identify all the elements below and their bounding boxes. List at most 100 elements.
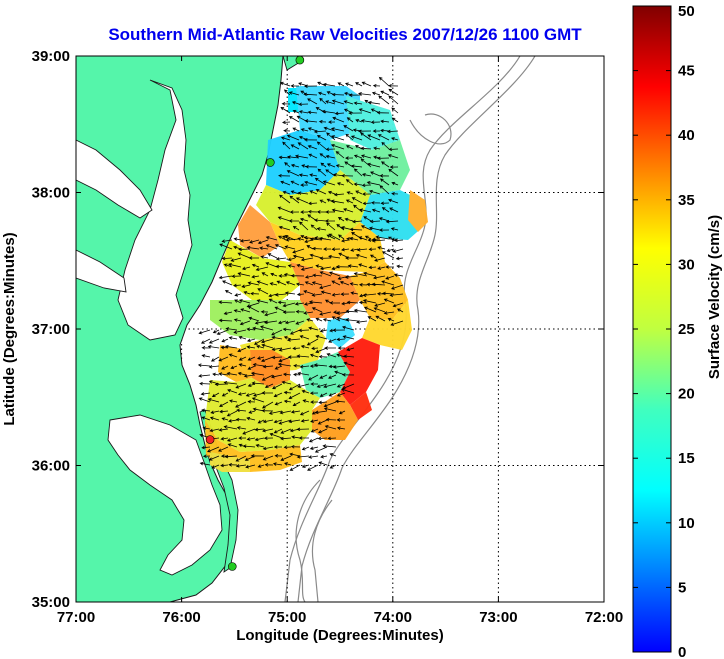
velocity-arrow (282, 310, 296, 314)
map-title: Southern Mid-Atlantic Raw Velocities 200… (108, 25, 582, 44)
velocity-arrow (238, 436, 247, 440)
velocity-arrow (238, 363, 247, 367)
velocity-arrow (367, 100, 381, 105)
velocity-arrow (366, 181, 381, 186)
velocity-arrows (197, 76, 404, 471)
velocity-arrow (309, 237, 323, 241)
colorbar-tick-label: 5 (678, 579, 686, 596)
velocity-arrow (230, 365, 238, 370)
velocity-arrow (367, 134, 381, 141)
velocity-arrow (353, 308, 368, 313)
velocity-arrow (311, 346, 319, 351)
velocity-arrow (328, 338, 337, 343)
velocity-arrow (376, 156, 390, 161)
velocity-arrow (273, 419, 283, 424)
velocity-arrow (381, 161, 390, 168)
velocity-arrow (315, 317, 323, 322)
velocity-arrow (289, 452, 301, 457)
velocity-arrow (233, 329, 247, 334)
velocity-arrow (308, 201, 318, 206)
velocity-arrow (301, 389, 310, 394)
velocity-arrow (223, 425, 238, 430)
velocity-arrow (223, 311, 233, 315)
velocity-arrow (198, 329, 211, 335)
velocity-arrow (303, 311, 314, 315)
velocity-arrow (321, 109, 336, 114)
velocity-arrow (200, 338, 211, 344)
velocity-arrow (236, 408, 247, 413)
velocity-arrow (270, 374, 283, 379)
velocity-arrow (295, 320, 305, 325)
velocity-arrow (396, 308, 404, 313)
velocity-arrow (386, 248, 395, 253)
velocity-arrow (288, 91, 300, 96)
velocity-arrow (295, 282, 305, 287)
velocity-arrow (387, 236, 395, 241)
velocity-arrow (278, 347, 292, 352)
x-tick-label: 73:00 (479, 609, 517, 626)
velocity-arrow (222, 280, 233, 286)
velocity-arrow (353, 272, 368, 277)
velocity-arrow (336, 383, 346, 388)
velocity-arrow (345, 256, 358, 260)
x-tick-label: 76:00 (162, 609, 200, 626)
velocity-arrow (308, 300, 323, 304)
velocity-arrow (385, 275, 395, 280)
colorbar: 0 5 10 15 20 25 30 35 40 45 50 Surface Velocity (c… (632, 3, 723, 659)
velocity-arrow (259, 246, 269, 251)
velocity-arrow (246, 327, 256, 332)
velocity-arrow (336, 182, 345, 186)
velocity-arrow (237, 392, 247, 396)
velocity-arrow (301, 464, 310, 468)
velocity-arrow (345, 309, 359, 314)
velocity-arrow (360, 132, 372, 141)
velocity-arrow (304, 84, 318, 88)
velocity-arrow (326, 234, 336, 240)
velocity-arrow (303, 138, 318, 142)
velocity-arrow (228, 353, 238, 358)
velocity-arrow (261, 343, 274, 349)
velocity-arrow (309, 190, 318, 195)
velocity-arrow (331, 280, 341, 286)
velocity-arrow (233, 318, 242, 322)
velocity-arrow (228, 399, 238, 403)
velocity-arrow (363, 216, 372, 222)
velocity-arrow (361, 154, 372, 159)
velocity-arrow (380, 128, 390, 133)
velocity-arrow (290, 163, 300, 168)
velocity-arrow (328, 254, 341, 259)
velocity-arrow (280, 180, 291, 186)
velocity-arrow (309, 353, 319, 358)
velocity-arrow (324, 219, 335, 223)
velocity-arrow (358, 263, 368, 268)
velocity-arrow (368, 226, 381, 231)
velocity-arrow (299, 217, 309, 222)
velocity-arrow (300, 266, 314, 271)
velocity-arrow (385, 265, 394, 269)
velocity-arrow (335, 264, 350, 269)
velocity-arrow (262, 446, 274, 451)
velocity-arrow (201, 445, 211, 450)
velocity-arrow (309, 173, 318, 177)
velocity-arrow (364, 235, 372, 240)
velocity-arrow (202, 426, 211, 431)
velocity-arrow (226, 371, 238, 376)
colorbar-label: Surface Velocity (cm/s) (706, 215, 723, 379)
velocity-arrow (262, 455, 274, 461)
velocity-arrow (228, 336, 238, 340)
velocity-arrow (297, 237, 305, 241)
velocity-arrow (371, 238, 386, 243)
velocity-arrow (247, 305, 260, 313)
velocity-arrow (257, 464, 265, 468)
velocity-arrow (297, 383, 310, 388)
velocity-arrow (389, 207, 399, 213)
velocity-arrow (228, 419, 238, 423)
velocity-arrow (288, 419, 301, 424)
velocity-arrow (313, 129, 327, 134)
velocity-arrow (290, 144, 300, 150)
velocity-arrow (287, 257, 296, 261)
velocity-arrow (263, 436, 274, 440)
velocity-arrow (296, 263, 305, 268)
velocity-arrow (315, 334, 328, 340)
velocity-arrow (379, 228, 390, 232)
